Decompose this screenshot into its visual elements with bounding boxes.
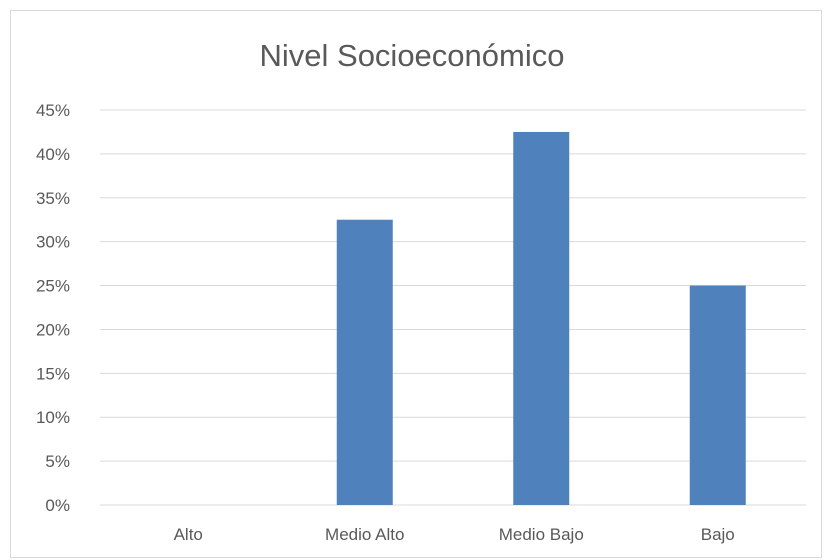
y-tick-label: 45% [36,101,70,120]
x-tick-label: Alto [174,525,203,544]
chart-title: Nivel Socioeconómico [259,38,565,73]
y-tick-label: 15% [36,364,70,383]
y-tick-label: 40% [36,145,70,164]
bar [513,131,570,505]
gridlines [100,109,806,506]
y-tick-label: 10% [36,408,70,427]
x-tick-label: Bajo [701,525,735,544]
x-tick-label: Medio Alto [325,525,404,544]
bar [689,285,746,505]
x-tick-label: Medio Bajo [499,525,584,544]
x-axis-ticks: Alto Medio Alto Medio Bajo Bajo [174,525,735,544]
y-tick-label: 20% [36,320,70,339]
chart-frame [10,10,822,558]
bars [336,131,746,505]
y-tick-label: 5% [45,452,70,471]
bar [336,219,393,505]
y-tick-label: 30% [36,233,70,252]
y-tick-label: 35% [36,189,70,208]
y-tick-label: 25% [36,277,70,296]
y-axis-ticks: 0% 5% 10% 15% 20% 25% 30% 35% 40% 45% [36,101,70,515]
y-tick-label: 0% [45,496,70,515]
